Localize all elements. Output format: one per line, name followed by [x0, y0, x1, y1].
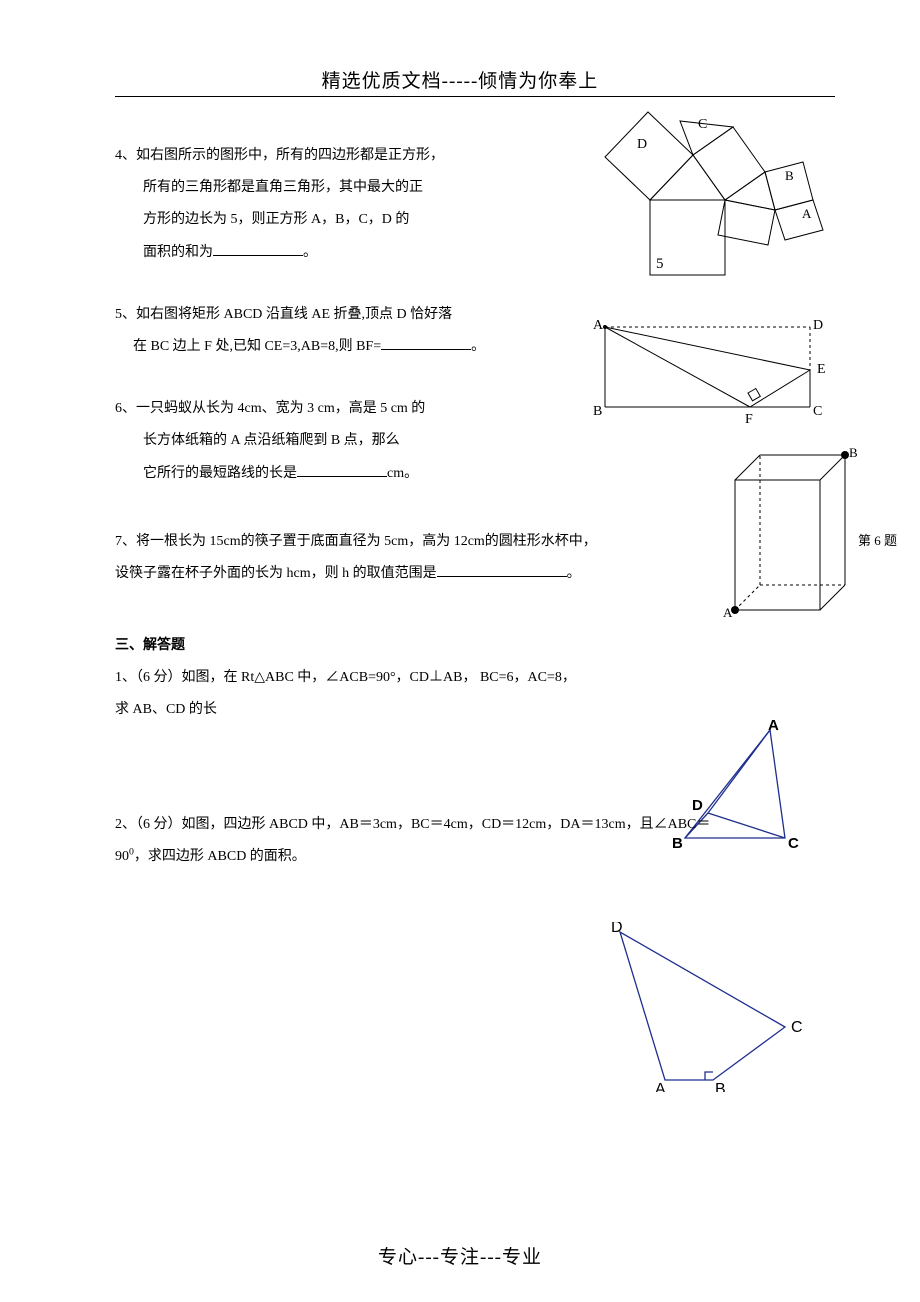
- q4-blank: [213, 241, 303, 256]
- svg-text:A: A: [655, 1081, 666, 1092]
- q5-blank: [381, 335, 471, 350]
- svg-text:C: C: [791, 1019, 803, 1036]
- question-7: 7、将一根长为 15cm的筷子置于底面直径为 5cm，高为 12cm的圆柱形水杯…: [115, 526, 880, 590]
- p1-line2: 求 AB、CD 的长: [115, 694, 880, 726]
- q4-line1: 4、如右图所示的图形中，所有的四边形都是正方形，: [115, 140, 880, 172]
- p1-line1: 1、（6 分）如图，在 Rt△ABC 中，∠ACB=90°，CD⊥AB， BC=…: [115, 662, 880, 694]
- svg-text:C: C: [698, 117, 707, 132]
- p2-line2: 900，求四边形 ABCD 的面积。: [115, 841, 880, 873]
- q7-line2: 设筷子露在杯子外面的长为 hcm，则 h 的取值范围是 。: [115, 558, 880, 590]
- q4-line2: 所有的三角形都是直角三角形，其中最大的正: [115, 172, 880, 204]
- header-rule: [115, 96, 835, 97]
- q5-line1: 5、如右图将矩形 ABCD 沿直线 AE 折叠,顶点 D 恰好落: [115, 299, 880, 331]
- question-5: 5、如右图将矩形 ABCD 沿直线 AE 折叠,顶点 D 恰好落 在 BC 边上…: [115, 299, 880, 363]
- q6-line3-post: cm。: [387, 466, 418, 481]
- problem-2: 2、（6 分）如图，四边形 ABCD 中，AB＝3cm，BC＝4cm，CD＝12…: [115, 809, 880, 873]
- question-4: 4、如右图所示的图形中，所有的四边形都是正方形， 所有的三角形都是直角三角形，其…: [115, 140, 880, 269]
- q7-line2-pre: 设筷子露在杯子外面的长为 hcm，则 h 的取值范围是: [115, 566, 437, 581]
- p2-figure: A B C D: [555, 922, 815, 1092]
- p2-line1: 2、（6 分）如图，四边形 ABCD 中，AB＝3cm，BC＝4cm，CD＝12…: [115, 809, 880, 841]
- q4-line3: 方形的边长为 5，则正方形 A，B，C，D 的: [115, 204, 880, 236]
- q4-line4-post: 。: [303, 245, 317, 260]
- q4-line4-pre: 面积的和为: [143, 245, 213, 260]
- q6-line2: 长方体纸箱的 A 点沿纸箱爬到 B 点，那么: [115, 425, 880, 457]
- q7-line1: 7、将一根长为 15cm的筷子置于底面直径为 5cm，高为 12cm的圆柱形水杯…: [115, 526, 880, 558]
- q5-line2-post: 。: [471, 339, 485, 354]
- q5-line2-pre: 在 BC 边上 F 处,已知 CE=3,AB=8,则 BF=: [133, 339, 381, 354]
- svg-text:D: D: [611, 922, 623, 936]
- q6-line1: 6、一只蚂蚁从长为 4cm、宽为 3 cm，高是 5 cm 的: [115, 393, 880, 425]
- page-footer: 专心---专注---专业: [0, 1242, 920, 1269]
- page: 精选优质文档-----倾情为你奉上 专心---专注---专业 5 D C: [0, 0, 920, 1302]
- p2-line2-post: ，求四边形 ABCD 的面积。: [134, 849, 306, 864]
- content-body: 4、如右图所示的图形中，所有的四边形都是正方形， 所有的三角形都是直角三角形，其…: [115, 140, 880, 885]
- section-3-heading: 三、解答题: [115, 630, 880, 662]
- question-6: 6、一只蚂蚁从长为 4cm、宽为 3 cm，高是 5 cm 的 长方体纸箱的 A…: [115, 393, 880, 490]
- q4-line4: 面积的和为 。: [115, 237, 880, 269]
- problem-1: 1、（6 分）如图，在 Rt△ABC 中，∠ACB=90°，CD⊥AB， BC=…: [115, 662, 880, 726]
- q6-line3-pre: 它所行的最短路线的长是: [143, 466, 297, 481]
- q6-blank: [297, 462, 387, 477]
- q5-line2: 在 BC 边上 F 处,已知 CE=3,AB=8,则 BF= 。: [115, 331, 880, 363]
- q6-line3: 它所行的最短路线的长是 cm。: [115, 458, 880, 490]
- q7-blank: [437, 562, 567, 577]
- p2-line2-pre: 90: [115, 849, 129, 864]
- page-header: 精选优质文档-----倾情为你奉上: [0, 66, 920, 93]
- svg-text:B: B: [715, 1081, 726, 1092]
- q7-line2-post: 。: [567, 566, 581, 581]
